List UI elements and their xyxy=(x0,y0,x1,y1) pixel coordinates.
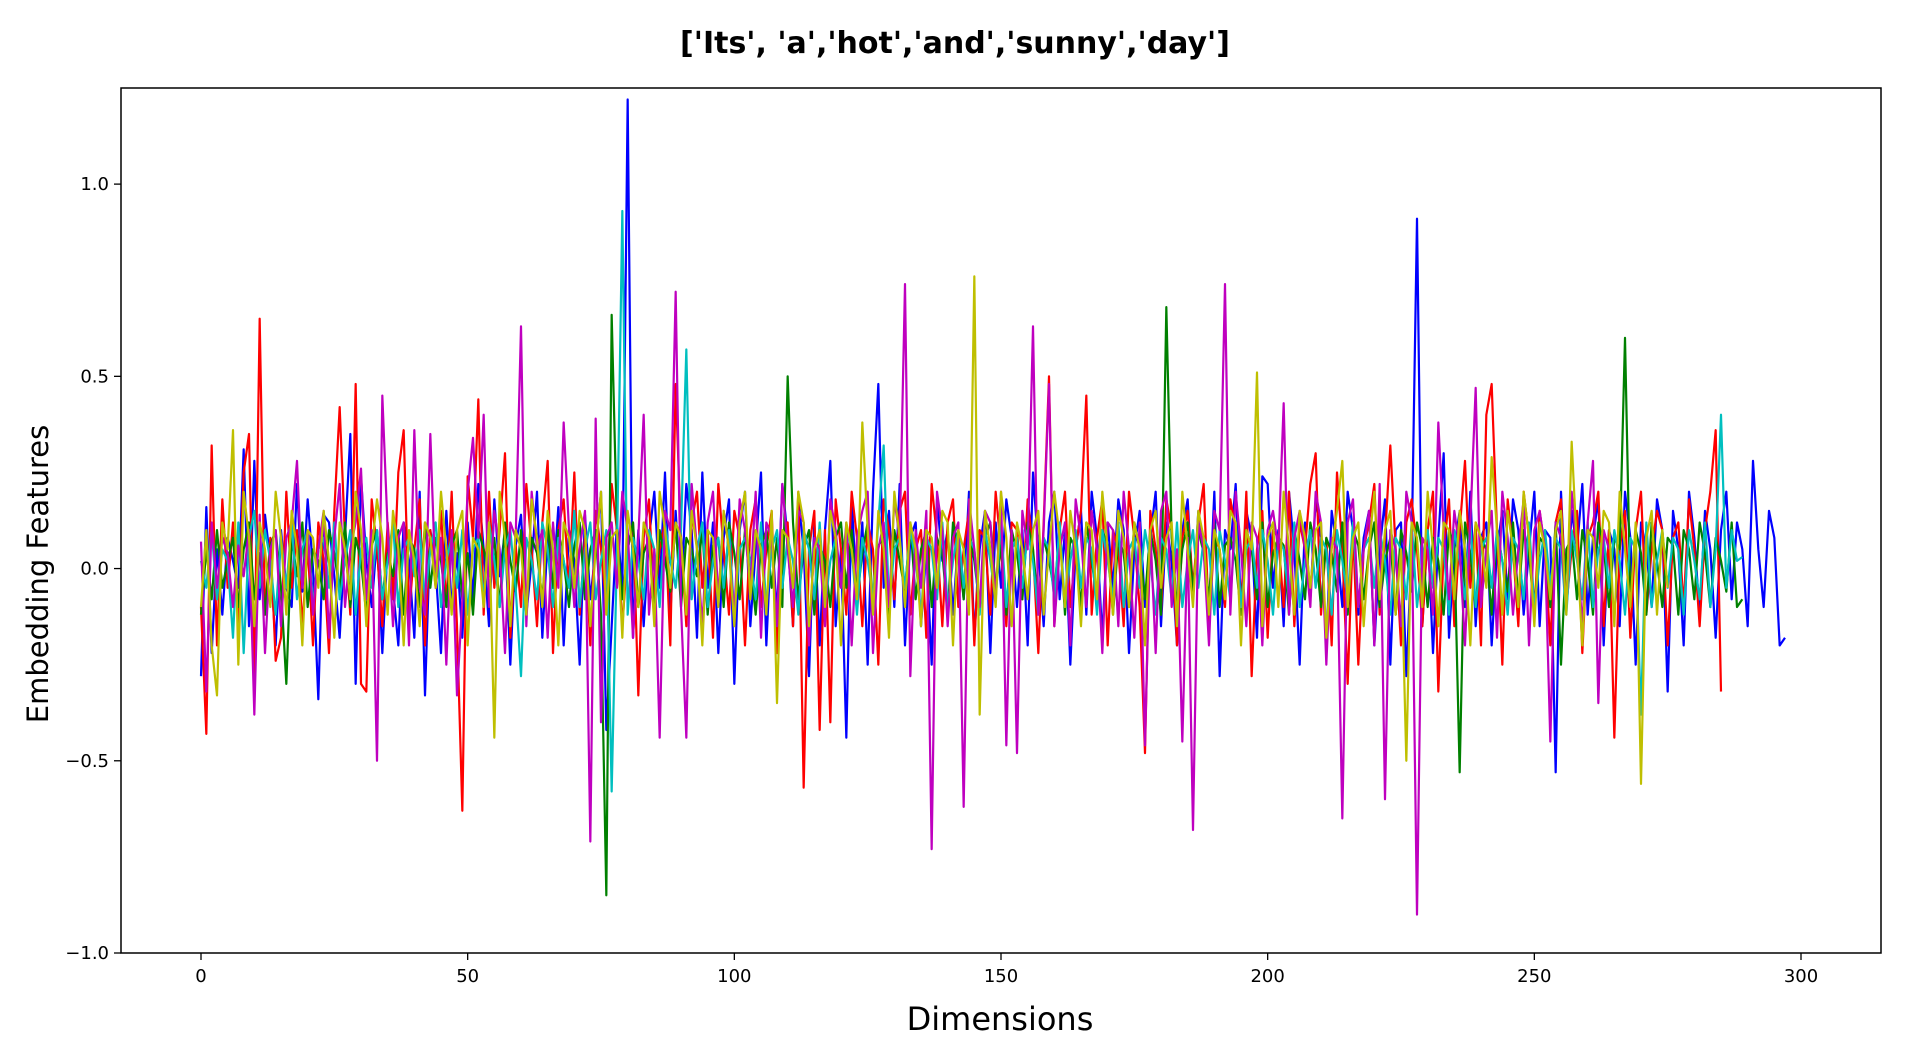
x-tick-label: 200 xyxy=(1250,966,1284,987)
x-tick-label: 50 xyxy=(456,966,479,987)
x-tick-label: 0 xyxy=(195,966,206,987)
series-layer xyxy=(199,98,1786,916)
x-tick-label: 100 xyxy=(717,966,751,987)
tick-layer: 0 50 100 150 200 250 300 −1.0 −0.5 0.0 0.5 1.0 xyxy=(65,174,1818,987)
y-tick-label: 0.0 xyxy=(80,559,109,580)
x-tick-label: 300 xyxy=(1784,966,1818,987)
y-tick-label: 0.5 xyxy=(80,366,109,387)
y-tick-label: 1.0 xyxy=(80,174,109,195)
series-line-4 xyxy=(199,209,1743,793)
x-tick-label: 150 xyxy=(984,966,1018,987)
chart-title: ['Its', 'a','hot','and','sunny','day'] xyxy=(680,26,1230,61)
plot-frame xyxy=(120,87,1882,954)
y-tick-label: −0.5 xyxy=(65,751,109,772)
x-tick-label: 250 xyxy=(1517,966,1551,987)
y-tick-label: −1.0 xyxy=(65,943,109,964)
series-line-6 xyxy=(199,275,1669,785)
x-axis-label: Dimensions xyxy=(906,1000,1094,1038)
